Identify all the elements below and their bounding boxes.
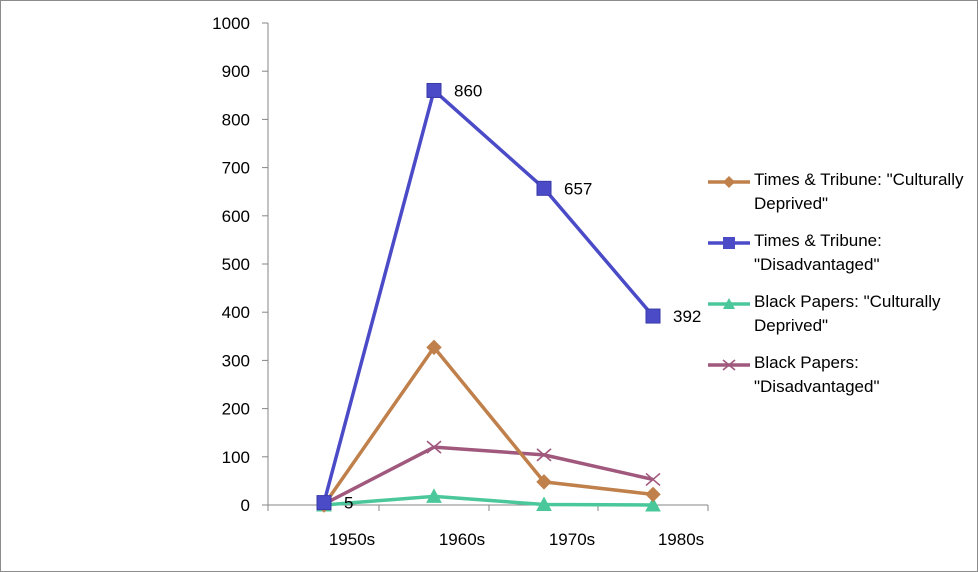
- x-tick-label: 1970s: [549, 530, 595, 549]
- data-point: [645, 486, 661, 503]
- legend-label: Times & Tribune: "Culturally Deprived": [754, 170, 964, 213]
- data-point: [536, 496, 552, 512]
- data-point: [426, 339, 442, 356]
- legend-swatch: [708, 237, 750, 249]
- data-label: 392: [673, 307, 701, 326]
- y-tick-label: 700: [222, 159, 250, 178]
- y-tick-label: 100: [222, 448, 250, 467]
- y-tick-label: 0: [241, 496, 250, 515]
- data-point: [426, 82, 442, 98]
- data-point: [426, 488, 442, 503]
- legend-label: Black Papers: "Disadvantaged": [754, 353, 880, 396]
- y-tick-label: 600: [222, 207, 250, 226]
- data-label: 860: [454, 81, 482, 100]
- data-point: [536, 474, 552, 490]
- y-tick-label: 400: [222, 303, 250, 322]
- y-tick-label: 300: [222, 351, 250, 370]
- legend-item: Black Papers: "Culturally Deprived": [706, 290, 972, 351]
- data-point: [316, 495, 332, 511]
- legend-item: Times & Tribune: "Disadvantaged": [706, 229, 972, 290]
- legend-swatch: [708, 359, 750, 371]
- data-point: [645, 472, 661, 487]
- data-label: 657: [564, 179, 592, 198]
- legend-item: Times & Tribune: "Culturally Deprived": [706, 168, 972, 229]
- series-line: [322, 88, 655, 504]
- series-line: [323, 445, 654, 506]
- y-tick-label: 500: [222, 255, 250, 274]
- legend-label: Black Papers: "Culturally Deprived": [754, 292, 941, 335]
- data-point: [536, 180, 552, 196]
- x-tick-label: 1950s: [329, 530, 375, 549]
- x-tick-label: 1960s: [439, 530, 485, 549]
- legend-swatch: [708, 176, 750, 188]
- series-line: [323, 494, 654, 507]
- y-tick-label: 900: [222, 62, 250, 81]
- data-point: [426, 440, 442, 454]
- y-tick-label: 1000: [212, 14, 250, 33]
- data-point: [536, 448, 552, 462]
- chart-legend: Times & Tribune: "Culturally Deprived" Ti…: [706, 168, 972, 412]
- y-tick-label: 800: [222, 110, 250, 129]
- legend-swatch: [708, 298, 750, 309]
- data-label: 5: [344, 494, 353, 513]
- legend-item: Black Papers: "Disadvantaged": [706, 351, 972, 412]
- legend-label: Times & Tribune: "Disadvantaged": [754, 231, 882, 274]
- data-point: [645, 496, 661, 512]
- series-line: [322, 345, 654, 507]
- y-tick-label: 200: [222, 400, 250, 419]
- data-point: [645, 308, 661, 324]
- x-tick-label: 1980s: [658, 530, 704, 549]
